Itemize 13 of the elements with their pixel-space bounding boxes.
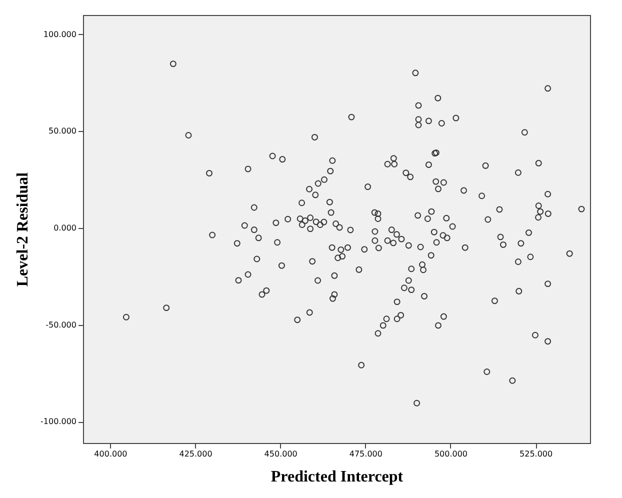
- x-tick-label: 525.000: [520, 450, 553, 458]
- x-tick-label: 450.000: [264, 450, 298, 458]
- x-axis-title: Predicted Intercept: [270, 468, 404, 486]
- x-tick-label: 400.000: [94, 450, 128, 458]
- y-tick-label: -100.000: [40, 417, 76, 426]
- x-tick-label: 425.000: [179, 450, 212, 458]
- y-axis-title: Level-2 Residual: [14, 172, 32, 287]
- y-tick-label: -50.000: [46, 320, 76, 330]
- y-tick-label: 50.000: [48, 126, 76, 136]
- x-tick-label: 500.000: [434, 450, 468, 458]
- y-tick-label: 100.000: [43, 30, 76, 39]
- x-tick-label: 475.000: [349, 450, 382, 458]
- y-tick-label: 0.000: [54, 224, 76, 233]
